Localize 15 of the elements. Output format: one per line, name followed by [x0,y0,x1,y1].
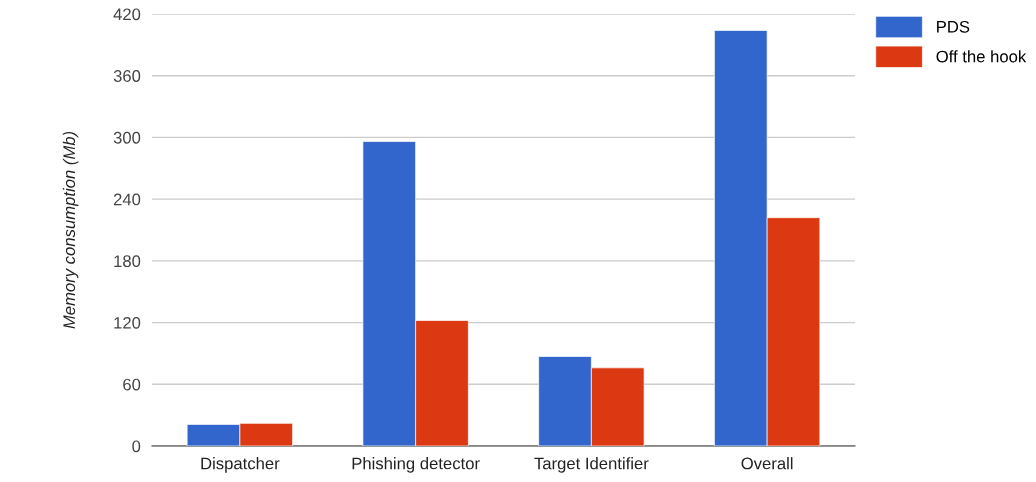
y-tick-label: 0 [132,440,141,453]
y-tick-label: 120 [114,316,141,329]
legend-label: PDS [937,20,970,33]
x-tick-label: Target Identifier [534,457,649,473]
y-tick-label: 240 [113,193,141,206]
legend-label: Off the hook [936,50,1027,63]
x-tick-label: Phishing detector [352,457,480,473]
y-tick-label: 360 [113,70,141,82]
y-tick-label: 180 [114,255,141,268]
x-tick-label: Dispatcher [201,457,280,473]
y-axis-title: Memory consumption (Mb) [62,131,79,329]
y-tick-label: 60 [123,378,141,391]
y-tick-label: 420 [113,8,141,21]
x-tick-label: Overall [741,457,793,470]
y-tick-label: 300 [113,131,141,144]
